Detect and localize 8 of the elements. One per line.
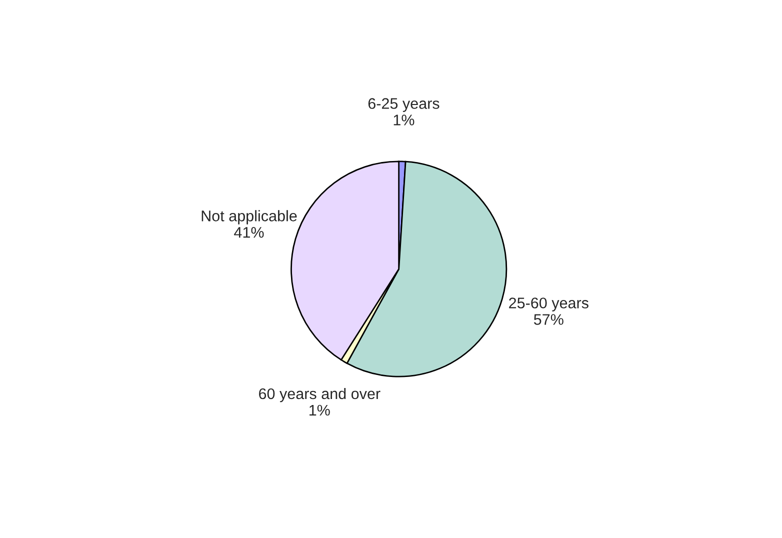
slice-label: 6-25 years [368, 98, 440, 112]
data-label: 1% [310, 404, 330, 416]
data-label: 1% [394, 114, 414, 126]
slice-label: Not applicable [202, 210, 297, 224]
data-label: 57% [534, 314, 564, 325]
data-label: 41% [234, 227, 264, 238]
slice-label: 60 years and over [259, 388, 380, 402]
slice-label: 25-60 years [509, 298, 588, 312]
